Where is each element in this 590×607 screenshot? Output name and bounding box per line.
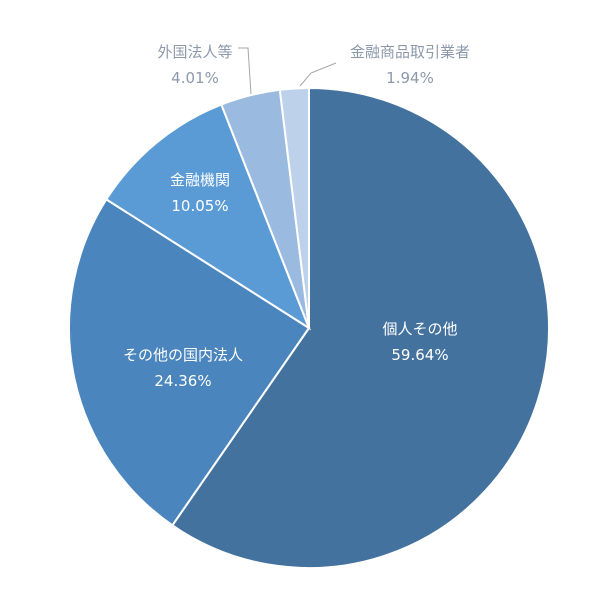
- slice-value-label-5: 1.94%: [386, 69, 434, 87]
- leader-line-4: [238, 47, 252, 95]
- slice-label-4: 外国法人等: [157, 43, 232, 61]
- slice-value-label-3: 10.05%: [171, 197, 228, 215]
- slice-label-2: その他の国内法人: [123, 346, 243, 364]
- slice-label-5: 金融商品取引業者: [350, 43, 470, 61]
- slice-value-label-1: 59.64%: [391, 346, 448, 364]
- slice-label-3: 金融機関: [170, 171, 230, 189]
- leader-line-5: [299, 62, 337, 87]
- pie-slice-1: [170, 86, 550, 569]
- slice-value-label-4: 4.01%: [171, 69, 219, 87]
- pie-slice-5: [278, 86, 310, 329]
- pie-slice-2: [68, 198, 311, 527]
- slice-value-label-2: 24.36%: [154, 372, 211, 390]
- slice-label-1: 個人その他: [382, 320, 457, 338]
- pie-slice-3: [104, 103, 312, 331]
